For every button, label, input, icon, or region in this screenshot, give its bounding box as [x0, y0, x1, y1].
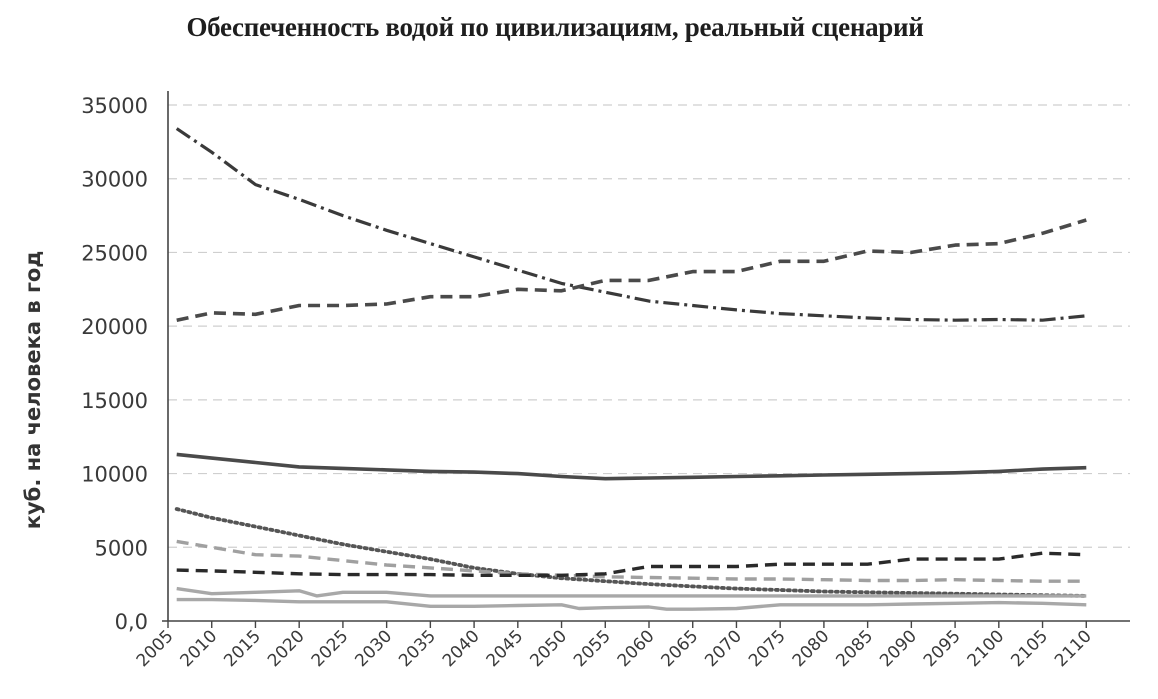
x-tick-label: 2050: [526, 626, 571, 671]
y-tick-label: 10000: [81, 463, 148, 487]
x-tick-label: 2025: [308, 626, 353, 671]
x-tick-label: 2040: [439, 626, 484, 671]
chart-title: Обеспеченность водой по цивилизациям, ре…: [186, 12, 924, 42]
x-tick-label: 2055: [570, 626, 615, 671]
series-line-3: [176, 452, 1087, 481]
series-line-6: [176, 551, 1087, 577]
x-tick-label: 2020: [264, 626, 309, 671]
y-tick-label: 30000: [81, 168, 148, 192]
tick-labels: 0,05000100001500020000250003000035000200…: [81, 94, 1096, 671]
x-tick-label: 2035: [395, 626, 440, 671]
x-tick-label: 2100: [964, 626, 1009, 671]
series-line-1: [175, 127, 1087, 322]
x-tick-label: 2065: [658, 626, 703, 671]
y-tick-label: 15000: [81, 389, 148, 413]
series-lines: [174, 127, 1089, 611]
series-line-7: [176, 586, 1087, 598]
x-tick-label: 2075: [745, 626, 790, 671]
x-tick-label: 2085: [832, 626, 877, 671]
x-tick-label: 2010: [177, 626, 222, 671]
y-tick-label: 25000: [81, 241, 148, 265]
y-tick-label: 0,0: [115, 610, 148, 634]
x-tick-label: 2045: [483, 626, 528, 671]
x-tick-label: 2090: [876, 626, 921, 671]
grid-lines: [168, 104, 1130, 548]
x-tick-label: 2070: [701, 626, 746, 671]
y-axis-title: куб. на человека в год: [21, 251, 45, 530]
x-tick-label: 2105: [1007, 626, 1052, 671]
series-line-2: [176, 218, 1087, 322]
x-tick-label: 2060: [614, 626, 659, 671]
x-tick-label: 2110: [1051, 626, 1096, 671]
x-tick-label: 2095: [920, 626, 965, 671]
y-tick-label: 35000: [81, 94, 148, 118]
x-tick-label: 2030: [351, 626, 396, 671]
axes: [162, 91, 1130, 628]
x-tick-label: 2080: [789, 626, 834, 671]
y-tick-label: 20000: [81, 315, 148, 339]
series-line-4: [174, 507, 1089, 598]
x-tick-label: 2015: [220, 626, 265, 671]
series-line-8: [176, 597, 1087, 611]
y-tick-label: 5000: [95, 536, 148, 560]
